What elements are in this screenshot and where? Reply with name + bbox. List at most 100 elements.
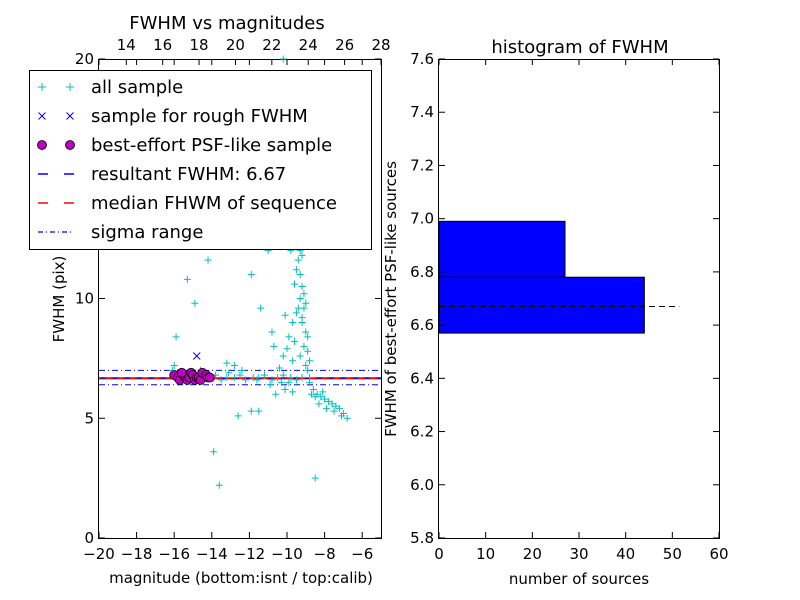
- left-top-x-tick-label: 14: [117, 36, 136, 54]
- legend: all sample sample for rough FWHM best-effo…: [29, 70, 372, 250]
- left-top-x-tick-label: 16: [153, 36, 172, 54]
- all-sample-point: [210, 448, 218, 456]
- right-x-tick-label: 50: [663, 545, 682, 563]
- right-y-tick-label: 6.4: [410, 369, 434, 387]
- right-x-tick-label: 40: [616, 545, 635, 563]
- all-sample-point: [260, 371, 268, 379]
- legend-marker-x: [38, 112, 46, 120]
- all-sample-point: [315, 400, 323, 408]
- legend-entry-resultant: resultant FWHM: 6.67: [38, 164, 286, 185]
- all-sample-point: [285, 378, 293, 386]
- fwhm-histogram-chart: histogram of FWHM 0 10 20 30 40 50 60 5.8 6.0 6.2…: [382, 37, 729, 588]
- legend-marker-plus: [38, 83, 46, 91]
- all-sample-point: [302, 362, 310, 370]
- all-sample-point: [302, 328, 310, 336]
- all-sample-point: [283, 345, 291, 353]
- legend-label: sample for rough FWHM: [91, 106, 308, 127]
- all-sample-point: [298, 374, 306, 382]
- all-sample-point: [257, 304, 265, 312]
- all-sample-point: [321, 395, 329, 403]
- left-x-tick-label: −12: [234, 545, 266, 563]
- all-sample-point: [304, 366, 312, 374]
- all-sample-point: [294, 256, 302, 264]
- all-sample-point: [324, 397, 332, 405]
- all-sample-point: [279, 352, 287, 360]
- all-sample-point: [332, 402, 340, 410]
- histogram-bars: [438, 220, 645, 334]
- left-axis-ticks: −20 −18 −16 −14 −12 −10 −8 −6 14 16 18 20 22 24 26 28 0 5…: [75, 36, 391, 563]
- all-sample-point: [223, 374, 231, 382]
- legend-label: best-effort PSF-like sample: [91, 135, 332, 156]
- right-y-tick-label: 6.6: [410, 316, 434, 334]
- all-sample-point: [172, 333, 180, 341]
- right-y-tick-label: 7.0: [410, 210, 434, 228]
- all-sample-point: [287, 374, 295, 382]
- all-sample-point: [242, 376, 250, 384]
- all-sample-point: [328, 400, 336, 408]
- all-sample-point: [289, 357, 297, 365]
- all-sample-point: [296, 295, 304, 302]
- all-sample-point: [230, 362, 238, 370]
- all-sample-point: [230, 374, 238, 382]
- all-sample-point: [247, 271, 255, 279]
- all-sample-point: [289, 388, 297, 396]
- all-sample-point: [225, 369, 233, 377]
- all-sample-point: [279, 55, 287, 63]
- all-sample-point: [281, 311, 289, 319]
- left-scatter-points: [168, 55, 351, 489]
- all-sample-point: [268, 328, 276, 336]
- all-sample-point: [298, 283, 306, 291]
- all-sample-point: [238, 366, 246, 374]
- left-x-axis-label: magnitude (bottom:isnt / top:calib): [109, 569, 373, 587]
- all-sample-point: [304, 347, 312, 355]
- right-y-tick-label: 5.8: [410, 529, 434, 547]
- left-y-tick-label: 20: [75, 50, 94, 68]
- all-sample-point: [300, 342, 308, 350]
- legend-label: median FHWM of sequence: [91, 193, 337, 214]
- right-y-tick-label: 7.6: [410, 50, 434, 68]
- all-sample-point: [336, 405, 344, 413]
- all-sample-point: [236, 371, 244, 379]
- all-sample-point: [300, 290, 308, 298]
- all-sample-point: [292, 309, 300, 317]
- left-y-tick-label: 10: [75, 290, 94, 308]
- left-y-tick-label: 0: [84, 529, 94, 547]
- all-sample-point: [291, 280, 299, 288]
- left-x-tick-label: −6: [351, 545, 373, 563]
- left-x-tick-label: −16: [158, 545, 190, 563]
- right-y-tick-label: 6.2: [410, 423, 434, 441]
- all-sample-point: [309, 386, 317, 394]
- all-sample-point: [330, 407, 338, 415]
- all-sample-point: [281, 386, 289, 394]
- all-sample-point: [247, 407, 255, 415]
- all-sample-point: [306, 378, 314, 386]
- left-x-tick-label: −20: [83, 545, 115, 563]
- legend-entry-best: best-effort PSF-like sample: [37, 135, 332, 156]
- all-sample-point: [270, 342, 278, 350]
- all-sample-point: [289, 318, 297, 326]
- right-x-tick-label: 20: [523, 545, 542, 563]
- left-x-tick-label: −8: [314, 545, 336, 563]
- legend-entries: all sample sample for rough FWHM best-effo…: [37, 77, 337, 243]
- all-sample-point: [279, 371, 287, 379]
- all-sample-point: [274, 374, 282, 382]
- right-y-tick-label: 6.8: [410, 263, 434, 281]
- legend-marker-circle: [37, 140, 47, 150]
- right-chart-title: histogram of FWHM: [491, 37, 668, 58]
- all-sample-point: [285, 333, 293, 341]
- all-sample-point: [266, 381, 274, 389]
- left-x-tick-label: −18: [121, 545, 153, 563]
- all-sample-point: [255, 407, 263, 415]
- right-x-tick-label: 10: [476, 545, 495, 563]
- left-top-x-tick-label: 28: [371, 36, 390, 54]
- legend-entry-median: median FHWM of sequence: [38, 193, 337, 214]
- right-y-tick-label: 6.0: [410, 476, 434, 494]
- all-sample-point: [275, 364, 283, 372]
- legend-entry-sigma: sigma range: [38, 222, 203, 243]
- all-sample-point: [277, 378, 285, 386]
- best-sample-point: [176, 367, 187, 378]
- right-x-tick-label: 60: [709, 545, 728, 563]
- all-sample-point: [272, 390, 280, 398]
- legend-box: [29, 70, 372, 250]
